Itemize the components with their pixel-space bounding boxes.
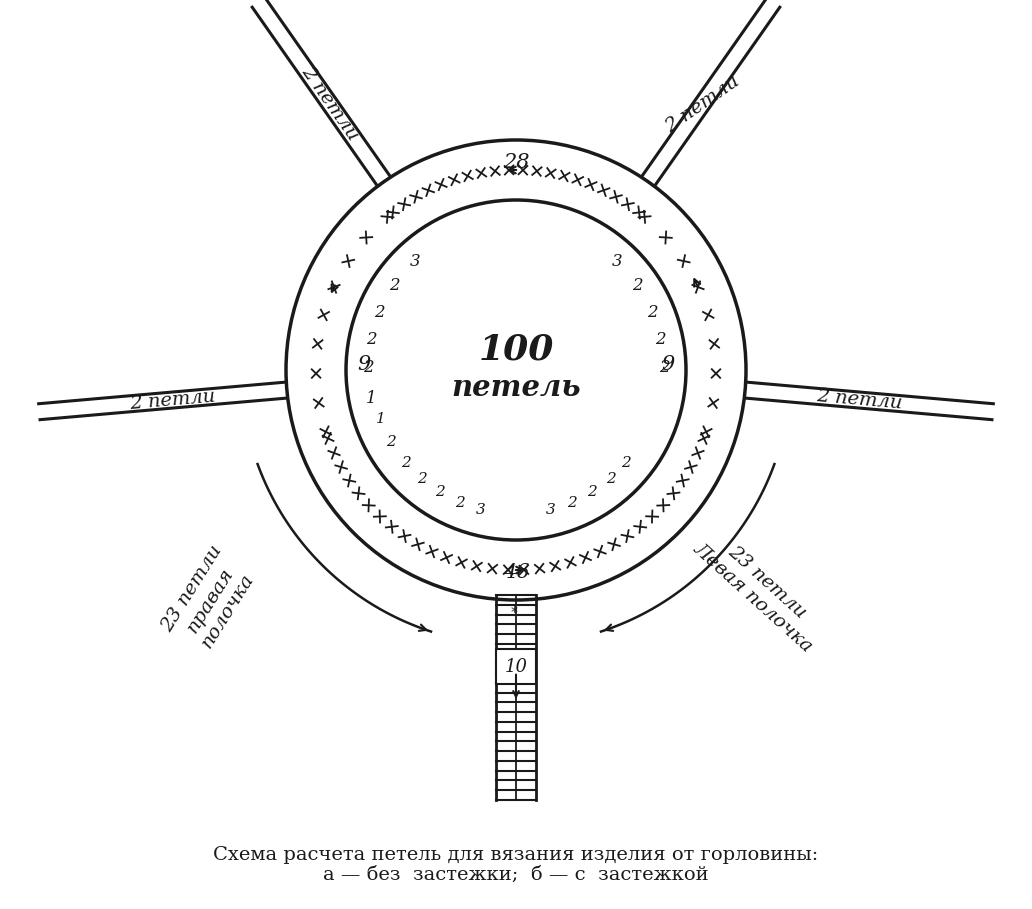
Text: 2: 2 [362, 359, 374, 376]
Text: 2: 2 [417, 472, 426, 485]
Text: 1: 1 [365, 390, 376, 406]
Text: 3: 3 [546, 503, 555, 516]
Text: 23 петли
правая
полочка: 23 петли правая полочка [159, 543, 261, 657]
Text: 2 петли: 2 петли [662, 72, 743, 135]
Text: 100: 100 [478, 333, 554, 367]
Text: 2: 2 [389, 276, 400, 294]
Text: 2: 2 [587, 485, 598, 499]
Text: 2: 2 [632, 276, 643, 294]
Bar [496, 649, 536, 684]
Text: 2 петли: 2 петли [816, 387, 903, 413]
Text: 2: 2 [606, 472, 615, 485]
Text: 2: 2 [568, 495, 577, 510]
Text: 2: 2 [621, 455, 632, 470]
Text: 2: 2 [658, 359, 670, 376]
Text: 2: 2 [375, 304, 385, 321]
Text: петель: петель [451, 374, 581, 403]
Text: 3: 3 [477, 503, 486, 516]
Text: 3: 3 [612, 254, 622, 270]
Text: 2: 2 [647, 304, 657, 321]
Text: 1: 1 [376, 413, 386, 426]
Text: 2: 2 [400, 455, 411, 470]
Text: 23 петли
Левая полочка: 23 петли Левая полочка [690, 524, 830, 655]
Text: 28: 28 [503, 153, 529, 172]
Text: 2 петли: 2 петли [129, 387, 216, 413]
Text: 9: 9 [357, 355, 370, 375]
Text: 46: 46 [503, 563, 529, 582]
Text: 3: 3 [410, 254, 420, 270]
Text: а — без  застежки;  б — с  застежкой: а — без застежки; б — с застежкой [323, 866, 709, 884]
Text: 2: 2 [366, 331, 377, 348]
Text: 2 петли: 2 петли [297, 64, 361, 145]
Text: 2: 2 [655, 331, 666, 348]
Text: 2: 2 [455, 495, 464, 510]
Text: 10: 10 [505, 658, 527, 675]
Text: 2: 2 [386, 435, 396, 449]
Text: *: * [511, 604, 517, 619]
Text: Схема расчета петель для вязания изделия от горловины:: Схема расчета петель для вязания изделия… [214, 846, 818, 864]
Text: 2: 2 [434, 485, 445, 499]
Text: 9: 9 [662, 355, 675, 375]
